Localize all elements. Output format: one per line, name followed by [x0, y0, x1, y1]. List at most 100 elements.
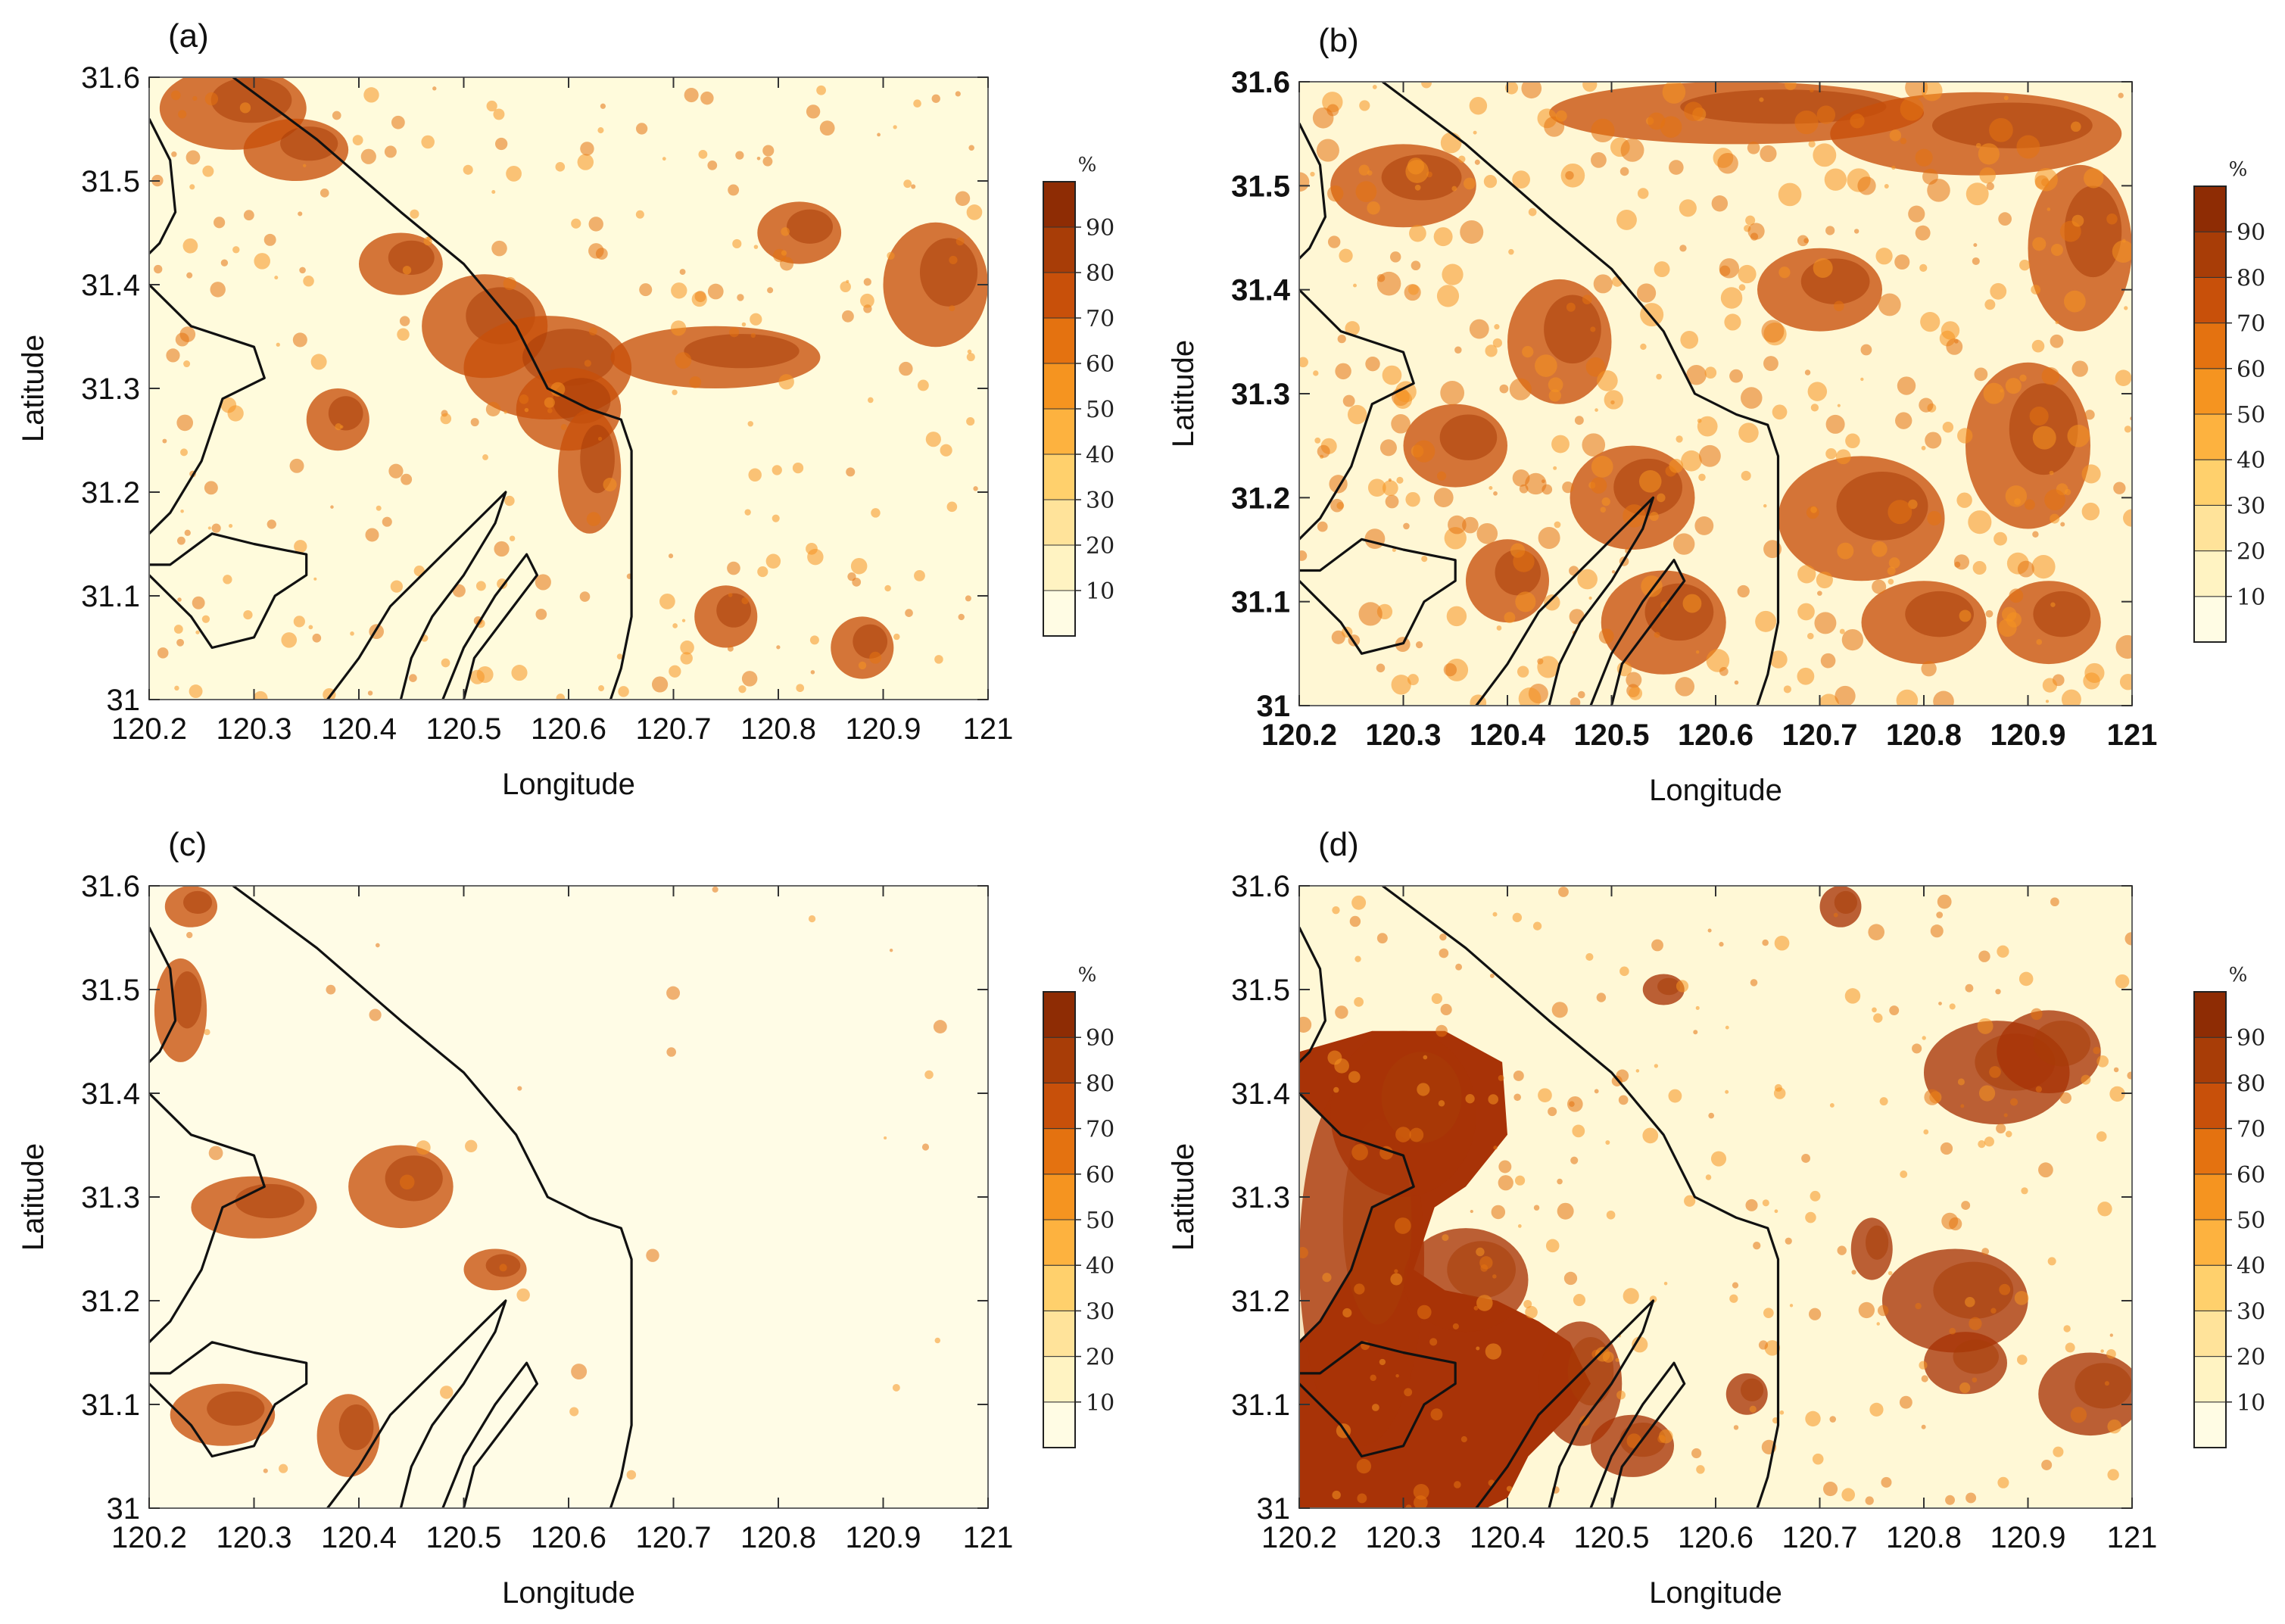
speckle [239, 102, 251, 114]
colorbar-swatch [1043, 544, 1076, 591]
speckle [1454, 346, 1462, 354]
speckle [220, 397, 237, 413]
speckle [560, 424, 567, 431]
colorbar-tick-label: 80 [1086, 260, 1114, 287]
colorbar-tick-label: 20 [1086, 1345, 1114, 1371]
speckle [1649, 511, 1659, 522]
speckle [1881, 1476, 1892, 1488]
speckle [243, 609, 253, 620]
speckle [485, 401, 500, 417]
speckle [1506, 1485, 1513, 1492]
speckle [1417, 1083, 1430, 1096]
colorbar-unit: % [2229, 964, 2248, 987]
x-tick-label: 120.6 [531, 1521, 606, 1554]
speckle [183, 360, 191, 368]
speckle [863, 278, 871, 286]
x-tick-label: 120.7 [1782, 1521, 1857, 1554]
speckle [1470, 1209, 1473, 1214]
y-tick-label: 31.1 [81, 580, 140, 613]
speckle [176, 638, 185, 647]
speckle [1676, 435, 1683, 443]
speckle [1738, 284, 1746, 291]
colorbar-tick-label: 30 [1086, 488, 1114, 514]
y-tick-label: 31.3 [1231, 378, 1290, 411]
speckle [1605, 1140, 1610, 1145]
speckle [1465, 1094, 1475, 1104]
colorbar-tick-label: 40 [1086, 1253, 1114, 1280]
colorbar-tick-label: 60 [2237, 1162, 2265, 1189]
colorbar-swatch [2193, 231, 2227, 278]
speckle [2124, 425, 2132, 433]
speckle [1457, 155, 1466, 164]
colorbar-tick-label: 60 [2237, 357, 2265, 383]
speckle [276, 342, 280, 347]
speckle [1805, 1211, 1816, 1223]
boundary-line [1382, 886, 1780, 1508]
speckle [924, 1070, 934, 1080]
speckle [1873, 1013, 1883, 1023]
x-tick-label: 120.3 [216, 712, 291, 746]
speckle [1979, 167, 1996, 184]
colorbar-swatch [2193, 550, 2227, 597]
urban-core [1381, 1052, 1462, 1143]
speckle [887, 251, 895, 260]
speckle [207, 526, 211, 530]
speckle [616, 653, 623, 660]
speckle [778, 374, 794, 390]
panel-label: (d) [1318, 826, 1359, 863]
boundary-line [232, 77, 633, 700]
speckle [1648, 112, 1666, 130]
speckle [2014, 1291, 2029, 1305]
speckle [204, 481, 218, 495]
colorbar-tick-label: 70 [2237, 1117, 2265, 1143]
speckle [662, 157, 666, 161]
speckle [588, 217, 603, 232]
x-tick-label: 120.6 [1678, 718, 1753, 752]
speckle [1887, 566, 1896, 575]
speckle [776, 645, 781, 650]
speckle [1464, 177, 1476, 190]
y-axis-title: Latitude [1167, 1143, 1200, 1251]
speckle [1577, 569, 1598, 590]
speckle [1442, 1234, 1449, 1242]
speckle [965, 595, 971, 602]
speckle [2109, 1333, 2113, 1337]
colorbar-tick-label: 20 [2237, 1345, 2265, 1371]
speckle [2031, 339, 2045, 353]
speckle [1407, 284, 1419, 295]
speckle [1927, 510, 1942, 526]
colorbar-swatch [1043, 226, 1076, 273]
speckle [1968, 510, 1992, 535]
speckle [2071, 214, 2084, 227]
speckle [1837, 1245, 1847, 1255]
speckle [1409, 224, 1426, 242]
speckle [2071, 360, 2088, 377]
speckle [809, 635, 819, 645]
y-axis-title: Latitude [17, 335, 50, 442]
speckle [2084, 168, 2104, 189]
speckle [1455, 963, 1463, 971]
urban-core [388, 240, 435, 275]
speckle [2003, 1113, 2008, 1117]
speckle [281, 632, 298, 648]
speckle [1299, 550, 1308, 561]
y-tick-label: 31 [107, 1492, 141, 1526]
y-tick-label: 31.6 [1231, 870, 1290, 903]
speckle [899, 361, 913, 376]
coastline [1299, 538, 1457, 655]
speckle [2021, 1187, 2028, 1195]
speckle [1317, 521, 1328, 532]
speckle [1895, 412, 1912, 429]
speckle [313, 577, 317, 581]
speckle [1570, 697, 1581, 706]
speckle [1548, 1107, 1557, 1117]
speckle [1430, 1408, 1443, 1421]
colorbar-tick-label: 90 [1086, 215, 1114, 242]
y-axis-title: Latitude [17, 1143, 50, 1251]
speckle [1415, 641, 1423, 649]
speckle [189, 684, 203, 699]
speckle [1888, 1270, 1893, 1276]
speckle [772, 465, 782, 475]
map-panel-c: (c) 120.2 120.3 120.4 120.5 120.6 120.7 120.8 12… [17, 826, 1114, 1610]
